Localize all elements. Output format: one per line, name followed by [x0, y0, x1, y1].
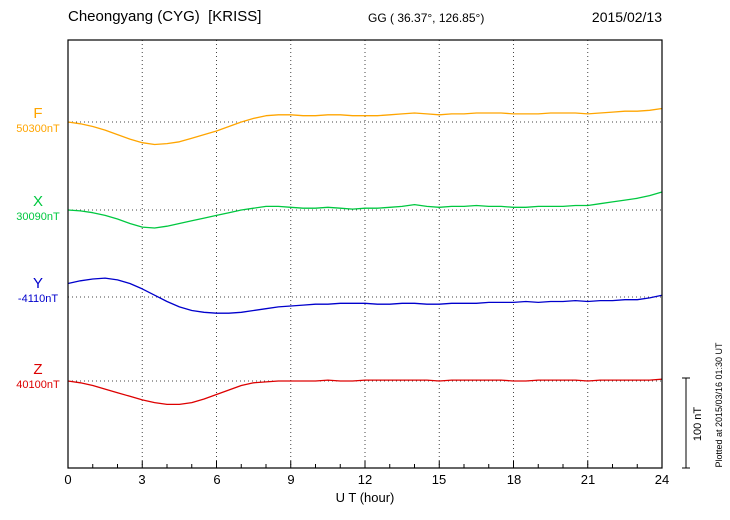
x-tick-15: 15: [431, 472, 447, 487]
geo-coordinates: GG ( 36.37°, 126.85°): [368, 11, 485, 25]
series-baseline-X: 30090nT: [16, 210, 60, 223]
x-tick-18: 18: [506, 472, 522, 487]
plotted-at-note: Plotted at 2015/03/16 01:30 UT: [714, 342, 724, 468]
x-tick-0: 0: [64, 472, 72, 487]
x-tick-6: 6: [213, 472, 221, 487]
station-title: Cheongyang (CYG) [KRISS]: [68, 8, 262, 25]
series-letter-Y: Y: [32, 275, 43, 292]
series-baseline-Z: 40100nT: [16, 378, 60, 391]
series-letter-X: X: [32, 193, 43, 210]
x-tick-9: 9: [287, 472, 295, 487]
scale-bar-label: 100 nT: [692, 406, 704, 442]
series-label-F: F 50300nT: [10, 105, 66, 135]
observation-date: 2015/02/13: [591, 9, 662, 25]
x-tick-24: 24: [654, 472, 670, 487]
series-label-X: X 30090nT: [10, 193, 66, 223]
x-tick-3: 3: [138, 472, 146, 487]
series-baseline-F: 50300nT: [16, 122, 60, 135]
series-label-Y: Y -4110nT: [10, 275, 66, 305]
x-tick-21: 21: [580, 472, 596, 487]
series-letter-Z: Z: [33, 361, 43, 378]
series-label-Z: Z 40100nT: [10, 361, 66, 391]
x-tick-12: 12: [357, 472, 373, 487]
x-axis-label: U T (hour): [335, 490, 395, 505]
series-baseline-Y: -4110nT: [17, 292, 59, 305]
series-letter-F: F: [33, 105, 43, 122]
